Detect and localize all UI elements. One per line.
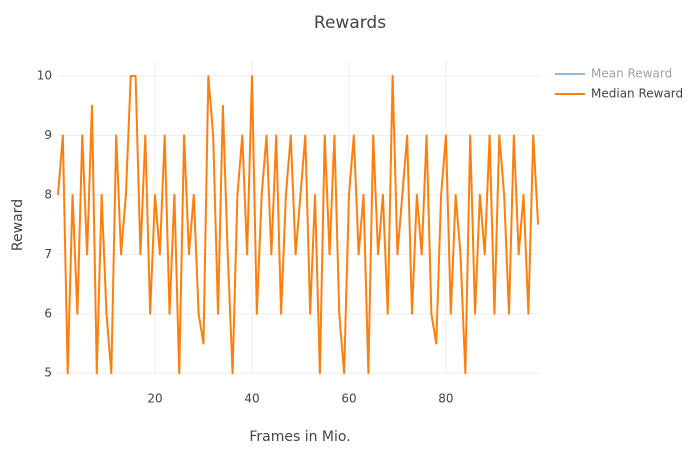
x-axis-label: Frames in Mio. xyxy=(249,429,350,445)
legend-label[interactable]: Mean Reward xyxy=(591,67,672,81)
x-tick-label: 60 xyxy=(341,392,356,406)
y-tick-label: 7 xyxy=(44,247,52,261)
y-tick-label: 5 xyxy=(44,366,52,380)
x-tick-label: 40 xyxy=(244,392,259,406)
x-tick-label: 20 xyxy=(147,392,162,406)
legend-label[interactable]: Median Reward xyxy=(591,87,683,101)
y-tick-label: 6 xyxy=(44,306,52,320)
y-tick-label: 10 xyxy=(37,69,52,83)
line-series xyxy=(57,75,540,375)
y-tick-label: 9 xyxy=(44,128,52,142)
y-axis-label: Reward xyxy=(10,199,26,251)
y-tick-label: 8 xyxy=(44,187,52,201)
x-tick-label: 80 xyxy=(438,392,453,406)
chart-title: Rewards xyxy=(314,13,386,33)
